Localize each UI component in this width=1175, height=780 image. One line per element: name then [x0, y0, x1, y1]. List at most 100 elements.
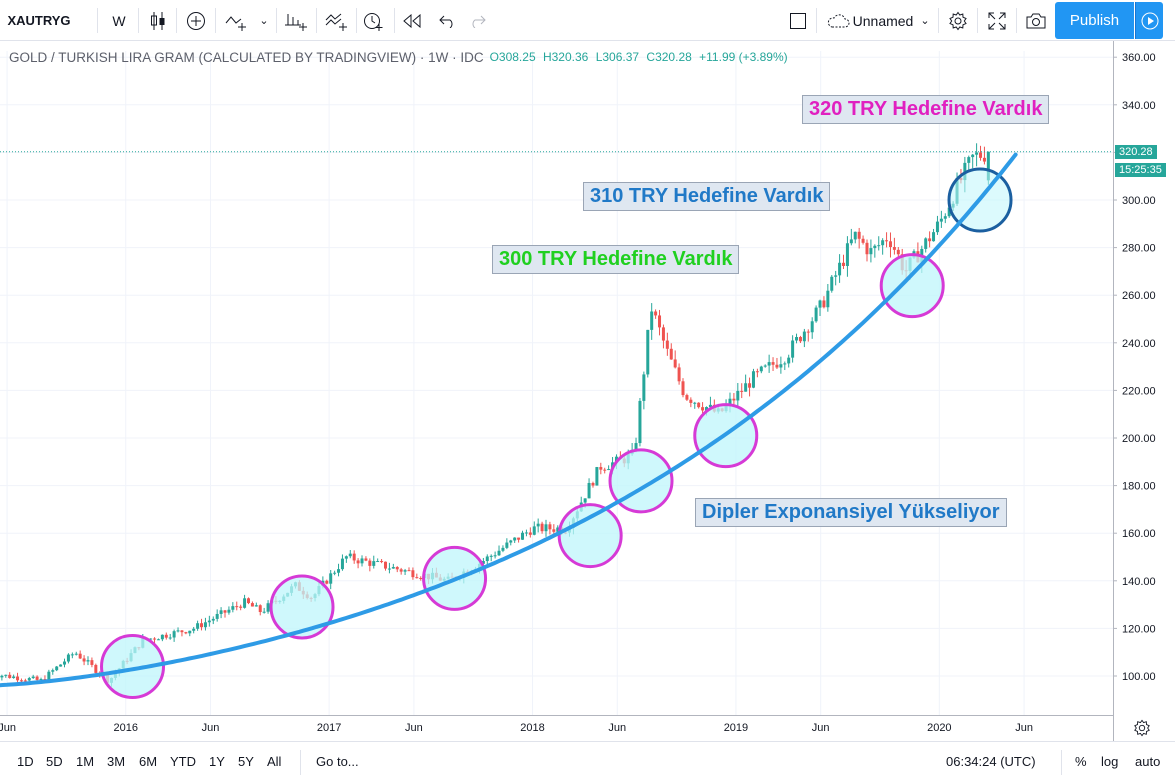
candle-body — [243, 598, 247, 608]
price-tick-label: 260.00 — [1122, 290, 1156, 302]
candle-body — [239, 606, 243, 608]
candle — [509, 539, 513, 546]
candle — [536, 518, 540, 533]
annotation-300[interactable]: 300 TRY Hedefine Vardık — [492, 245, 740, 274]
annotation-dipler[interactable]: Dipler Exponansiyel Yükseliyor — [695, 498, 1007, 527]
candlestick-series — [0, 143, 990, 687]
fullscreen-icon[interactable] — [984, 0, 1010, 41]
candle-body — [387, 568, 391, 570]
candle — [239, 604, 243, 611]
interval-button[interactable]: W — [112, 12, 126, 29]
symbol-search-button[interactable]: XAUTRYG — [7, 13, 71, 28]
publish-button[interactable]: Publish — [1055, 2, 1134, 39]
candle-body — [888, 241, 892, 248]
candle — [771, 357, 775, 372]
candle-body — [39, 679, 43, 681]
candle — [661, 324, 665, 349]
candle-body — [246, 598, 250, 604]
axis-settings-icon[interactable] — [1133, 719, 1153, 739]
candle — [333, 570, 337, 576]
last-price-badge: 320.28 — [1115, 145, 1157, 159]
redo-icon[interactable] — [465, 0, 489, 41]
compare-icon[interactable] — [222, 0, 252, 41]
candle — [982, 146, 986, 165]
candle — [235, 601, 239, 611]
range-6m[interactable]: 6M — [139, 754, 158, 769]
range-1m[interactable]: 1M — [76, 754, 95, 769]
candle-body — [47, 671, 51, 681]
range-1y[interactable]: 1Y — [209, 754, 225, 769]
candle-body — [344, 556, 348, 559]
candle — [227, 606, 231, 615]
candle — [642, 371, 646, 410]
candle — [603, 467, 607, 474]
candle-body — [55, 666, 59, 671]
candle-body — [411, 570, 415, 578]
candle-body — [90, 660, 94, 665]
change-value: +11.99 (+3.89%) — [699, 50, 788, 64]
candle-body — [415, 577, 419, 579]
candle-body — [881, 240, 885, 246]
candle — [411, 567, 415, 580]
annotation-320[interactable]: 320 TRY Hedefine Vardık — [802, 95, 1050, 124]
camera-icon[interactable] — [1022, 0, 1050, 41]
high-value: H320.36 — [542, 50, 589, 64]
candle — [485, 554, 489, 566]
range-5y[interactable]: 5Y — [238, 754, 254, 769]
cloud-icon[interactable] — [824, 0, 852, 41]
candle-body — [665, 340, 669, 349]
templates-icon[interactable] — [322, 0, 350, 41]
clock-time[interactable]: 06:34:24 (UTC) — [946, 754, 1036, 769]
candle — [892, 237, 896, 255]
candle-body — [661, 327, 665, 341]
candle-body — [188, 630, 192, 634]
range-3m[interactable]: 3M — [107, 754, 126, 769]
candles-icon[interactable] — [146, 0, 170, 41]
undo-icon[interactable] — [436, 0, 460, 41]
candle — [736, 383, 740, 407]
candle — [395, 566, 399, 573]
candle — [360, 555, 364, 567]
candle — [250, 601, 254, 607]
gear-icon[interactable] — [945, 0, 971, 41]
candle-body — [708, 404, 712, 408]
chevron-down-icon[interactable]: ⌄ — [920, 15, 930, 27]
candle — [66, 653, 70, 664]
candle — [497, 545, 501, 556]
candle — [4, 674, 8, 678]
indicators-icon[interactable] — [282, 0, 310, 41]
candle — [943, 213, 947, 224]
chevron-down-icon[interactable]: ⌄ — [259, 15, 269, 27]
goto-button[interactable]: Go to... — [316, 754, 359, 769]
time-tick-label: 2020 — [927, 722, 951, 734]
annotation-310[interactable]: 310 TRY Hedefine Vardık — [583, 182, 831, 211]
candle-body — [544, 524, 548, 532]
range-all[interactable]: All — [267, 754, 282, 769]
candle-body — [971, 154, 975, 158]
candle-body — [869, 248, 873, 255]
alert-icon[interactable] — [360, 0, 386, 41]
candle-body — [160, 634, 164, 640]
chart-legend: GOLD / TURKISH LIRA GRAM (CALCULATED BY … — [9, 50, 792, 65]
candle — [810, 317, 814, 339]
candle — [814, 305, 818, 323]
range-5d[interactable]: 5D — [46, 754, 63, 769]
candle — [415, 573, 419, 579]
candle-body — [975, 152, 979, 155]
price-tick-label: 100.00 — [1122, 671, 1156, 683]
price-chart[interactable]: 100.00 120.00 140.00 160.00 180.00 200.00 220.… — [0, 41, 1175, 741]
log-toggle[interactable]: log — [1101, 754, 1119, 769]
publish-menu-button[interactable] — [1135, 2, 1163, 39]
range-ytd[interactable]: YTD — [170, 754, 196, 769]
replay-icon[interactable] — [400, 0, 424, 41]
candle-body — [583, 498, 587, 503]
percent-toggle[interactable]: % — [1075, 754, 1087, 769]
auto-toggle[interactable]: auto — [1135, 754, 1161, 769]
candle-body — [873, 245, 877, 249]
range-1d[interactable]: 1D — [17, 754, 34, 769]
add-indicator-icon[interactable] — [183, 0, 209, 41]
layout-square-icon[interactable] — [786, 0, 810, 41]
candle-body — [986, 151, 990, 181]
layout-name[interactable]: Unnamed — [852, 12, 914, 29]
price-tick-label: 240.00 — [1122, 338, 1156, 350]
